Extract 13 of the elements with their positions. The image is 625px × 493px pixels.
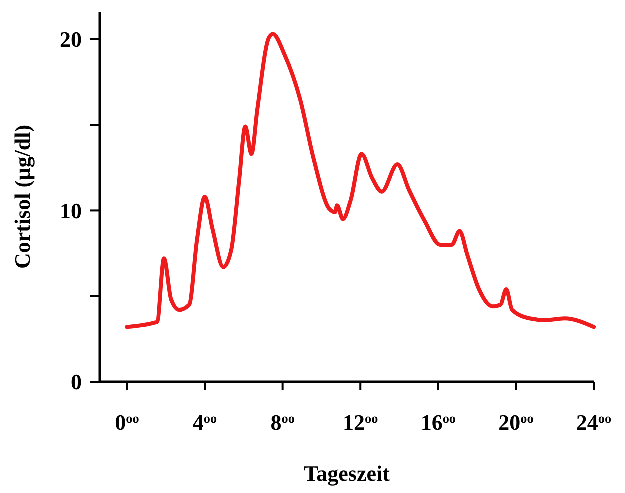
x-tick-label: 16$^{oo}$ (420, 410, 456, 435)
y-axis-title: Cortisol (µg/dl) (10, 124, 35, 270)
x-tick-label: 12$^{oo}$ (343, 410, 379, 435)
x-tick-label: 8$^{oo}$ (270, 410, 296, 435)
x-tick-label: 4$^{oo}$ (192, 410, 218, 435)
y-tick-label: 0 (71, 370, 82, 395)
x-axis-title: Tageszeit (304, 461, 391, 486)
x-tick-label: 0$^{oo}$ (115, 410, 140, 435)
x-tick-label: 20$^{oo}$ (498, 410, 534, 435)
y-tick-label: 20 (60, 27, 82, 52)
y-tick-label: 10 (60, 198, 82, 224)
x-tick-label: 24$^{oo}$ (576, 410, 612, 435)
line-series (125, 32, 596, 330)
